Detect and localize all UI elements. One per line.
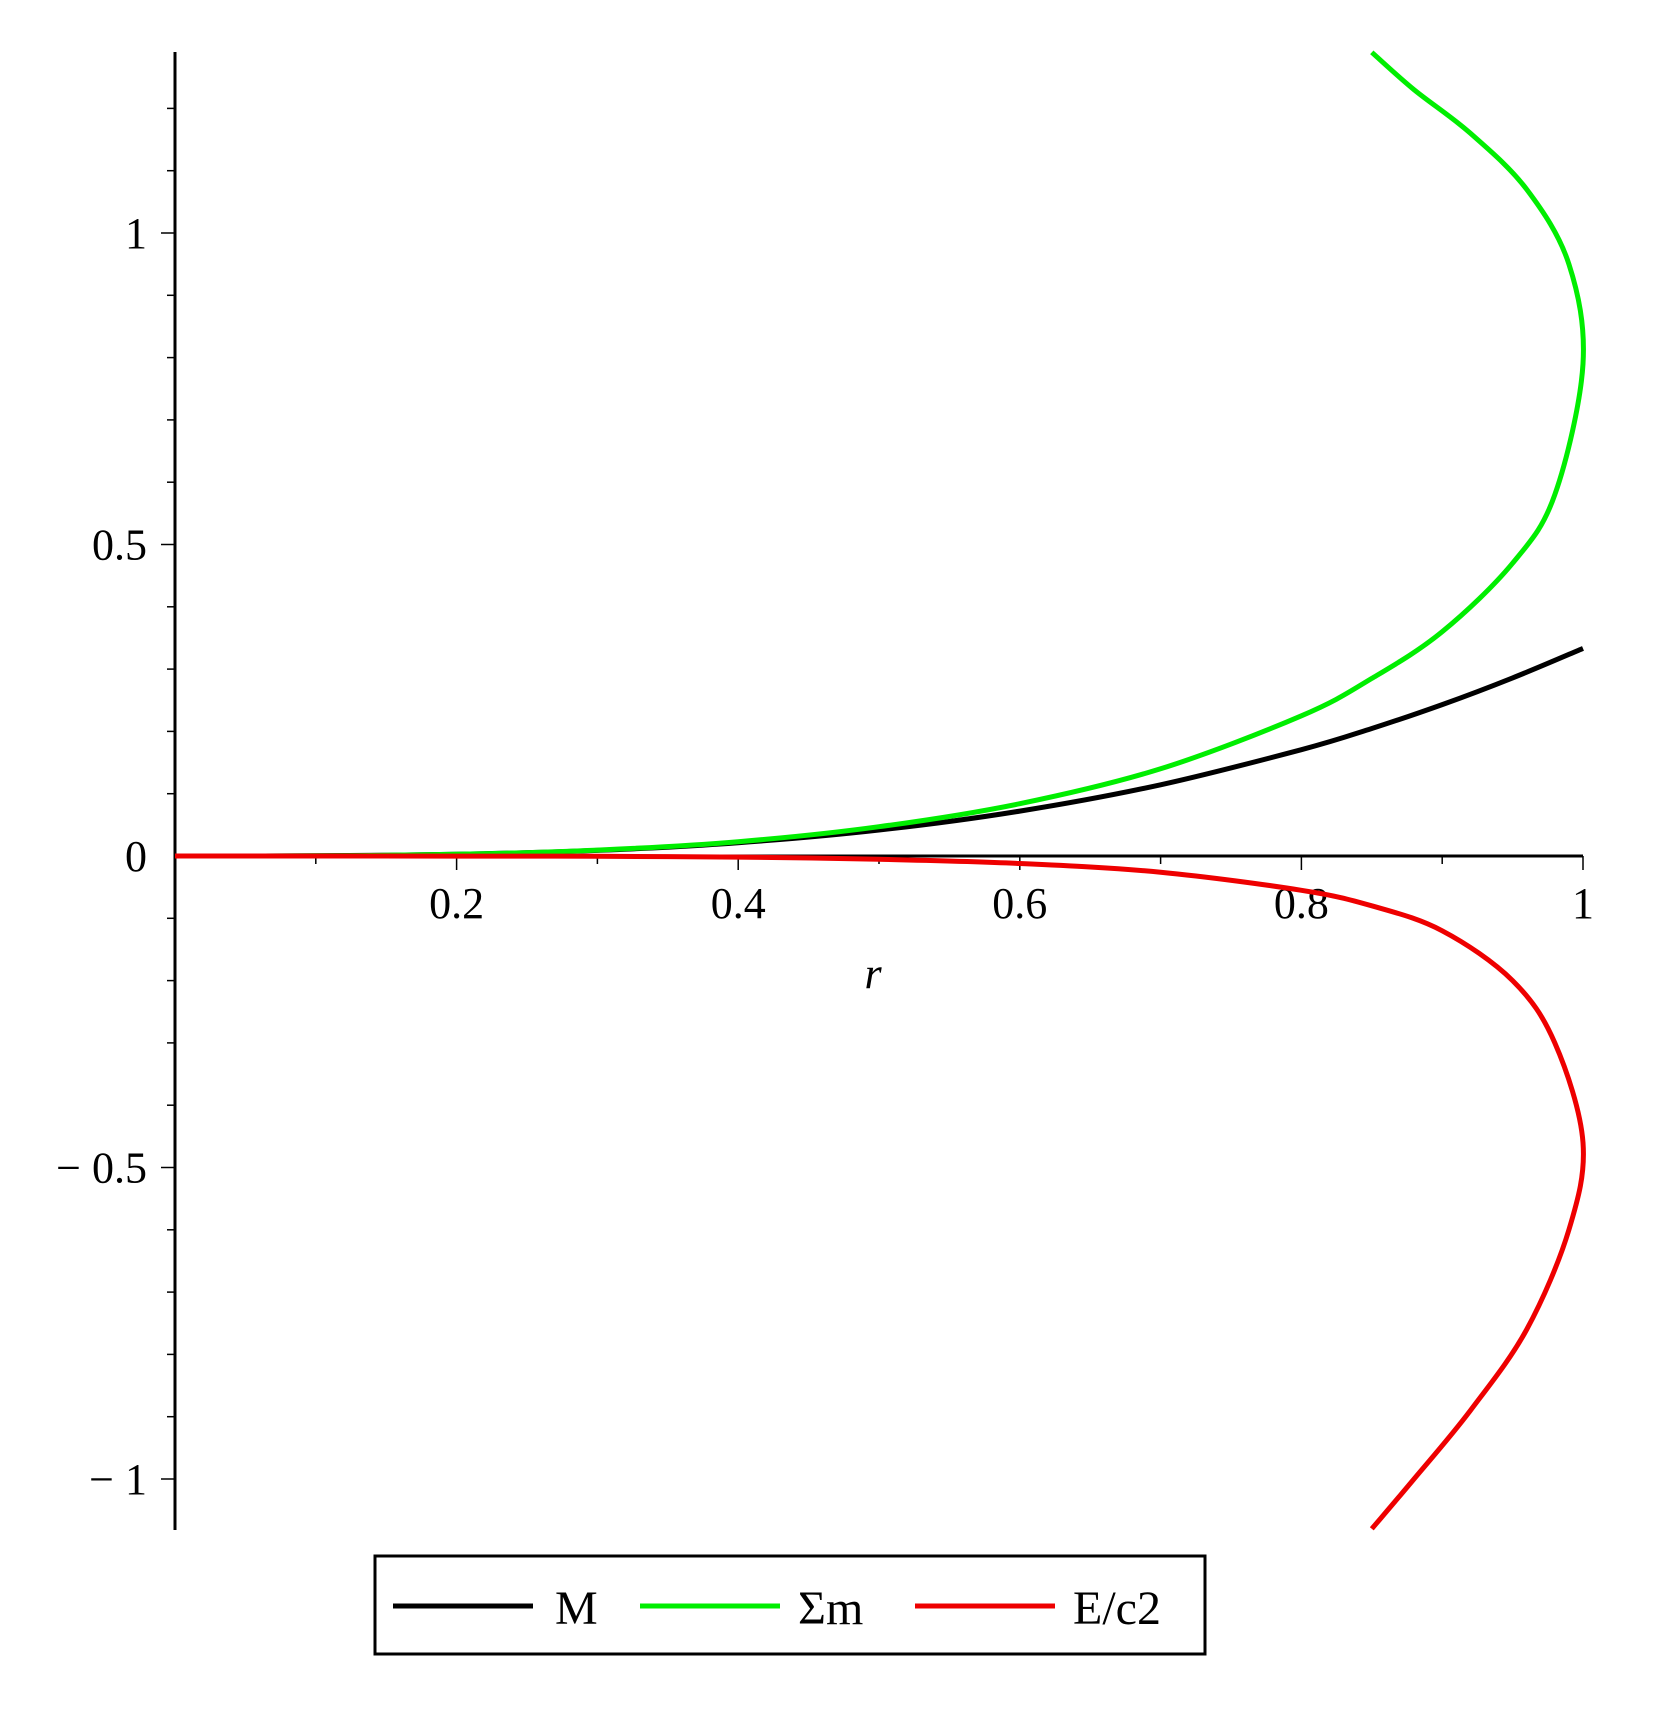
- legend-label: E/c2: [1073, 1582, 1161, 1635]
- series-group: [174, 50, 1586, 1531]
- series-e-c2-line: [174, 853, 1586, 1531]
- legend-label: Σm: [798, 1582, 863, 1635]
- x-axis-label: r: [864, 949, 882, 998]
- x-tick-label: 1: [1572, 879, 1594, 928]
- y-tick-label: − 1: [89, 1455, 147, 1504]
- y-tick-label: 0: [125, 832, 147, 881]
- x-tick-label: 0.2: [429, 879, 484, 928]
- series-sigma-m-line: [174, 50, 1586, 859]
- x-tick-label: 0.6: [992, 879, 1047, 928]
- y-tick-label: 0.5: [92, 521, 147, 570]
- y-tick-label: − 0.5: [56, 1144, 147, 1193]
- y-tick-label: 1: [125, 209, 147, 258]
- legend: M Σm E/c2: [373, 1554, 1207, 1656]
- legend-label: M: [555, 1582, 598, 1635]
- axes: 0.2 0.4 0.6 0.8 110.50− 0.5− 1r: [56, 52, 1594, 1530]
- x-tick-label: 0.4: [711, 879, 766, 928]
